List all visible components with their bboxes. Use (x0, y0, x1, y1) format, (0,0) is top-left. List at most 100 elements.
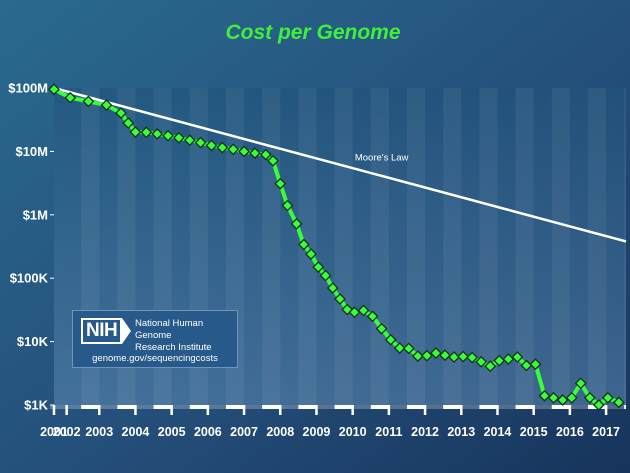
x-tick-label: 2009 (303, 425, 331, 439)
cost-point-marker (375, 322, 388, 335)
cost-point-marker (411, 350, 424, 363)
nih-name-line2: Research Institute (135, 342, 212, 353)
x-axis-segment (334, 405, 353, 409)
cost-point-marker (466, 351, 479, 364)
year-band (624, 88, 626, 405)
cost-point-marker (281, 199, 294, 212)
cost-point-marker (574, 377, 587, 390)
nih-logo-arrow-icon (122, 318, 132, 344)
cost-point-marker (140, 126, 153, 139)
cost-point-marker (520, 359, 533, 372)
cost-point-marker (556, 394, 569, 406)
y-tick-label: $100M (8, 81, 48, 96)
cost-point-marker (227, 143, 240, 156)
nih-logo-letters: NIH (81, 318, 123, 344)
cost-point-marker (129, 126, 142, 138)
x-tick-label: 2002 (53, 425, 81, 439)
year-band (334, 88, 353, 405)
x-tick-label: 2003 (85, 425, 113, 439)
x-tick-label: 2014 (484, 425, 512, 439)
cost-point-marker (326, 282, 339, 294)
cost-point-marker (393, 342, 406, 355)
cost-point-marker (274, 177, 287, 190)
x-axis-segment (298, 405, 317, 409)
nih-source-url: genome.gov/sequencingcosts (92, 353, 218, 364)
cost-point-marker (162, 129, 174, 142)
x-axis-segment (153, 405, 172, 409)
cost-point-marker (420, 349, 433, 362)
moores-law-line (53, 86, 627, 243)
x-tick-label: 2010 (339, 425, 367, 439)
cost-point-marker (592, 399, 605, 411)
cost-point-marker (583, 391, 596, 404)
x-axis-segment (515, 405, 534, 409)
cost-point-marker (216, 141, 229, 154)
cost-point-marker (183, 134, 196, 147)
cost-point-marker (115, 107, 127, 120)
y-tick-label: $10M (15, 144, 48, 159)
chart-title: Cost per Genome (225, 21, 400, 44)
moores-law-label: Moore's Law (355, 152, 409, 163)
cost-point-marker (249, 147, 261, 160)
cost-point-marker (439, 349, 451, 362)
x-tick-label: 2005 (158, 425, 186, 439)
cost-point-marker (151, 127, 164, 140)
cost-point-marker (384, 333, 397, 346)
year-band (587, 88, 607, 405)
cost-point-marker (64, 91, 77, 104)
x-tick-label: 2017 (592, 425, 620, 439)
cost-point-marker (238, 145, 250, 158)
series-layer (48, 83, 627, 411)
x-tick-label: 2012 (411, 425, 439, 439)
x-tick-label: 2007 (230, 425, 258, 439)
x-tick-label: 2015 (520, 425, 548, 439)
cost-point-marker (290, 217, 303, 230)
y-tick-label: $1M (23, 207, 48, 222)
cost-point-marker (305, 248, 317, 261)
x-axis-segment (262, 405, 281, 409)
cost-point-marker (334, 293, 346, 305)
cost-point-marker (601, 391, 614, 404)
nih-logo: NIH (81, 318, 132, 344)
year-band (551, 88, 570, 405)
year-band (443, 88, 462, 405)
x-axis-segment (225, 405, 245, 409)
cost-point-marker (48, 83, 60, 96)
x-axis-segment (479, 405, 498, 409)
cost-point-marker (448, 351, 460, 363)
x-axis-segment (443, 405, 462, 409)
x-tick-label: 2011 (375, 425, 402, 439)
nih-logo-box: NIH National Human Genome Research Insti… (72, 310, 238, 368)
cost-point-marker (172, 131, 185, 144)
x-axis-segment (81, 405, 100, 409)
cost-point-marker (319, 269, 332, 282)
cost-point-marker (122, 117, 135, 129)
cost-point-marker (529, 358, 542, 371)
cost-point-marker (267, 154, 279, 167)
cost-point-marker (430, 347, 442, 359)
x-axis-segment (406, 405, 426, 409)
x-axis-segment (624, 405, 626, 409)
year-band (515, 88, 534, 405)
cost-point-marker (194, 136, 207, 149)
year-band (479, 88, 498, 405)
cost-point-marker (457, 350, 470, 363)
cost-point-marker (297, 238, 310, 251)
year-band (406, 88, 426, 405)
annotations: Moore's Law (355, 152, 409, 163)
cost-point-marker (502, 353, 515, 366)
y-tick-label: $10K (17, 334, 49, 349)
x-tick-label: 2004 (122, 425, 150, 439)
cost-point-marker (484, 360, 497, 373)
x-axis-segment (117, 405, 136, 409)
year-band (262, 88, 281, 405)
x-axis-segment (189, 405, 208, 409)
cost-point-marker (511, 351, 524, 363)
cost-point-marker (475, 355, 488, 368)
x-axis-segment (370, 405, 389, 409)
x-tick-label: 2001 (40, 425, 68, 439)
cost-point-marker (312, 261, 325, 273)
